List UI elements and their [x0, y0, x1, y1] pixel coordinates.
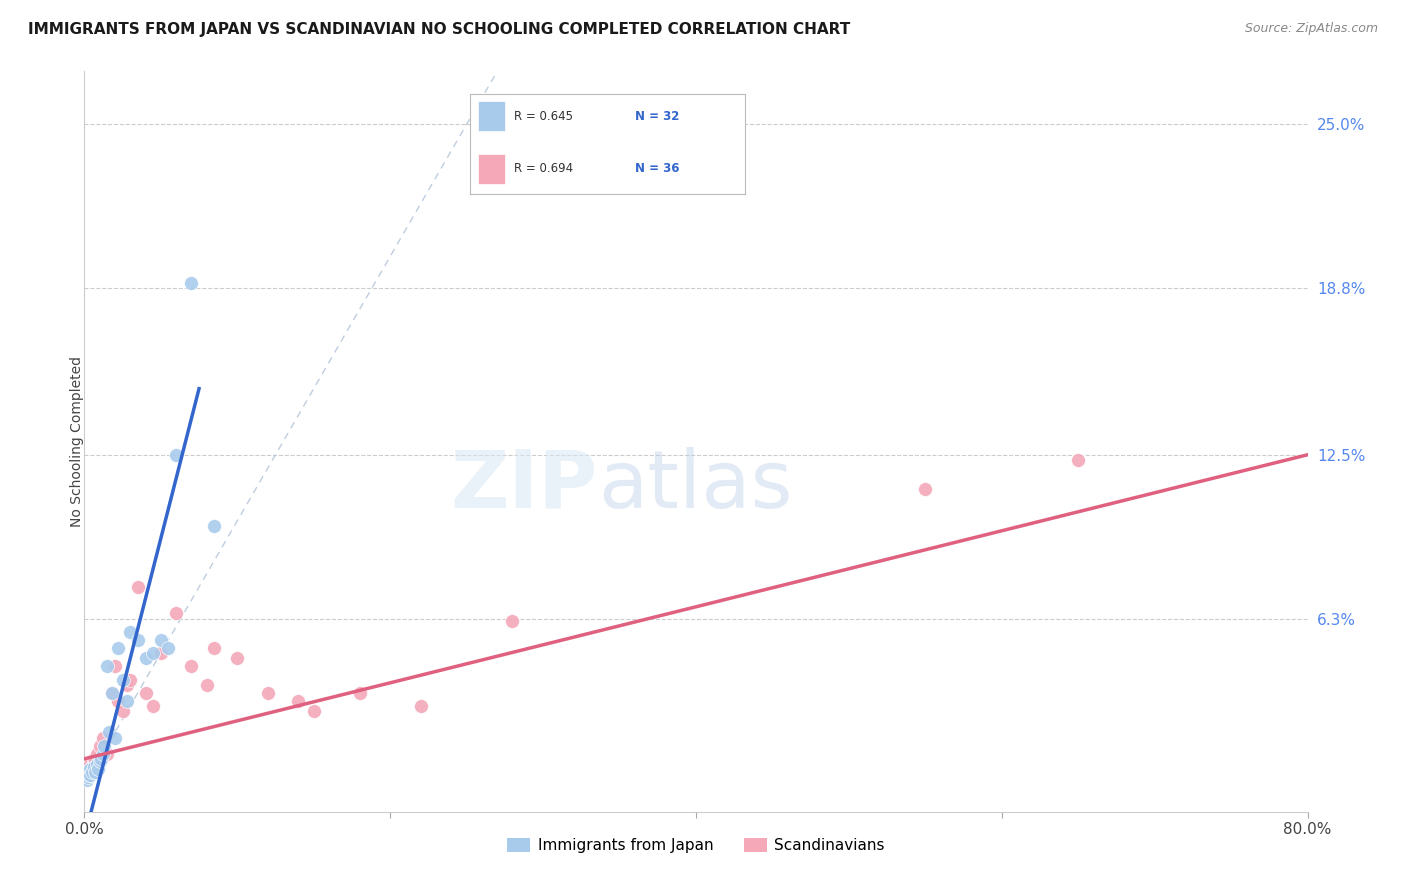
- Point: [157, 640, 180, 655]
- Point: [195, 678, 218, 692]
- Point: [107, 694, 129, 708]
- Point: [127, 632, 149, 647]
- Point: [914, 482, 936, 496]
- Point: [79, 763, 101, 777]
- Point: [349, 686, 371, 700]
- Point: [80, 760, 103, 774]
- Point: [76, 765, 98, 780]
- Point: [77, 767, 100, 781]
- Point: [87, 763, 110, 777]
- Point: [202, 640, 225, 655]
- Point: [75, 767, 97, 781]
- Point: [120, 673, 142, 687]
- Point: [84, 755, 107, 769]
- Point: [89, 739, 111, 753]
- Point: [127, 580, 149, 594]
- Point: [89, 755, 111, 769]
- Point: [104, 659, 127, 673]
- Point: [135, 686, 157, 700]
- Point: [104, 731, 127, 745]
- Y-axis label: No Schooling Completed: No Schooling Completed: [70, 356, 84, 527]
- Point: [115, 694, 138, 708]
- Point: [79, 767, 101, 781]
- Point: [76, 763, 98, 777]
- Point: [91, 747, 114, 761]
- Point: [409, 698, 432, 713]
- Point: [80, 765, 103, 780]
- Point: [180, 659, 202, 673]
- Legend: Immigrants from Japan, Scandinavians: Immigrants from Japan, Scandinavians: [501, 832, 891, 860]
- Point: [165, 448, 187, 462]
- Point: [502, 615, 524, 629]
- Point: [76, 772, 98, 787]
- Point: [79, 757, 101, 772]
- Point: [202, 519, 225, 533]
- Point: [96, 659, 118, 673]
- Point: [111, 704, 134, 718]
- Point: [111, 673, 134, 687]
- Point: [142, 698, 165, 713]
- Point: [93, 739, 115, 753]
- Point: [165, 607, 187, 621]
- Point: [107, 640, 129, 655]
- Point: [101, 686, 124, 700]
- Point: [226, 651, 249, 665]
- Text: IMMIGRANTS FROM JAPAN VS SCANDINAVIAN NO SCHOOLING COMPLETED CORRELATION CHART: IMMIGRANTS FROM JAPAN VS SCANDINAVIAN NO…: [28, 22, 851, 37]
- Point: [115, 678, 138, 692]
- Text: ZIP: ZIP: [451, 447, 598, 525]
- Point: [1067, 453, 1090, 467]
- Point: [149, 632, 172, 647]
- Point: [84, 765, 107, 780]
- Point: [101, 686, 124, 700]
- Point: [257, 686, 280, 700]
- Point: [76, 765, 98, 780]
- Point: [149, 646, 172, 660]
- Point: [135, 651, 157, 665]
- Point: [90, 752, 112, 766]
- Point: [75, 770, 97, 784]
- Point: [142, 646, 165, 660]
- Point: [302, 704, 325, 718]
- Text: atlas: atlas: [598, 447, 793, 525]
- Point: [83, 760, 105, 774]
- Point: [180, 276, 202, 290]
- Point: [91, 731, 114, 745]
- Point: [86, 747, 108, 761]
- Point: [86, 757, 108, 772]
- Point: [96, 747, 118, 761]
- Point: [287, 694, 309, 708]
- Point: [97, 725, 120, 739]
- Point: [75, 770, 97, 784]
- Text: Source: ZipAtlas.com: Source: ZipAtlas.com: [1244, 22, 1378, 36]
- Point: [77, 770, 100, 784]
- Point: [77, 765, 100, 780]
- Point: [83, 752, 105, 766]
- Point: [120, 624, 142, 639]
